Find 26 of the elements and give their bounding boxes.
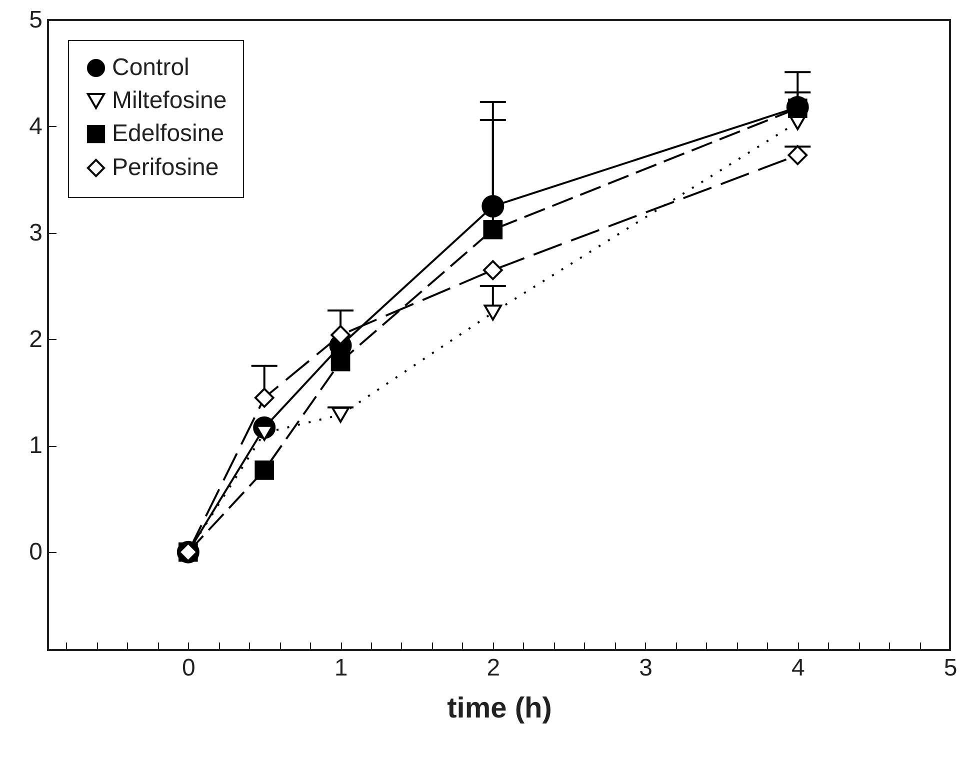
y-tick-label: 1 [29,432,42,460]
x-tick-label: 5 [944,654,958,682]
point [330,352,350,372]
point [331,406,350,423]
y-tick-label: 4 [29,112,42,140]
legend-label: Edelfosine [112,120,224,147]
x-tick-label: 1 [334,654,348,682]
y-tick-label: 3 [29,219,42,246]
point [482,195,504,218]
x-tick-label: 2 [486,654,500,682]
legend-label: Miltefosine [112,87,227,114]
x-tick-label: 0 [182,654,196,682]
point [482,260,503,280]
point [254,460,274,480]
x-tick-label: 3 [639,654,652,682]
point [788,145,808,166]
point [484,304,502,321]
y-tick-label: 5 [29,6,42,34]
point [483,220,503,240]
y-tick-label: 2 [29,326,42,353]
y-tick-label: 0 [29,538,42,566]
point [254,388,274,408]
legend-label: Perifosine [112,154,219,181]
x-axis-title: time (h) [447,692,552,724]
legend-label: Control [112,54,190,81]
x-tick-label: 4 [791,654,805,682]
